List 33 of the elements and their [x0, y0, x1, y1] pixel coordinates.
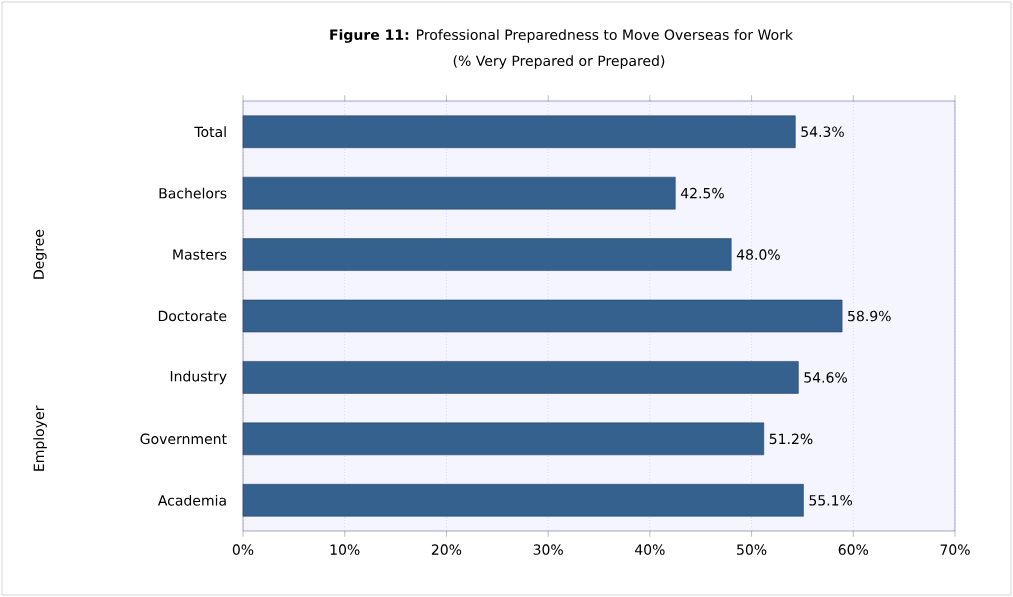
y-tick-label: Industry — [170, 370, 227, 385]
x-tick-label: 50% — [737, 544, 767, 555]
y-tick-label: Total — [194, 126, 226, 138]
x-tick-label: 20% — [431, 544, 462, 555]
x-tick-label: 30% — [533, 544, 563, 555]
bar — [242, 299, 843, 333]
bar — [242, 115, 796, 148]
data-label: 55.1% — [809, 494, 853, 506]
x-tick-label: 40% — [634, 544, 665, 555]
x-tick-label: 10% — [330, 544, 360, 555]
bar — [242, 484, 804, 517]
text: Degree — [33, 229, 47, 279]
y-tick-label: Bachelors — [159, 187, 227, 199]
bar — [242, 176, 676, 210]
text: Employer — [33, 405, 47, 471]
data-label: 42.5% — [680, 187, 724, 199]
bar — [242, 238, 732, 271]
y-tick-label: Academia — [157, 494, 226, 506]
data-label: 48.0% — [736, 249, 780, 260]
chart-title: Figure 11: Professional Preparedness to Move Overseas for Work — [330, 29, 793, 43]
x-tick-label: 0% — [232, 544, 254, 555]
bar — [242, 361, 799, 394]
x-tick-label: 60% — [838, 544, 869, 555]
chart-subtitle: (% Very Prepared or Prepared) — [453, 55, 665, 69]
bar — [242, 422, 765, 456]
data-label: 58.9% — [848, 310, 891, 322]
x-tick-label: 70% — [940, 544, 970, 555]
data-label: 54.3% — [801, 126, 844, 138]
y-tick-label: Government — [140, 433, 227, 445]
data-label: 51.2% — [769, 433, 813, 445]
y-tick-label: Masters — [173, 249, 227, 260]
y-tick-label: Doctorate — [158, 310, 227, 322]
data-label: 54.6% — [804, 372, 847, 383]
